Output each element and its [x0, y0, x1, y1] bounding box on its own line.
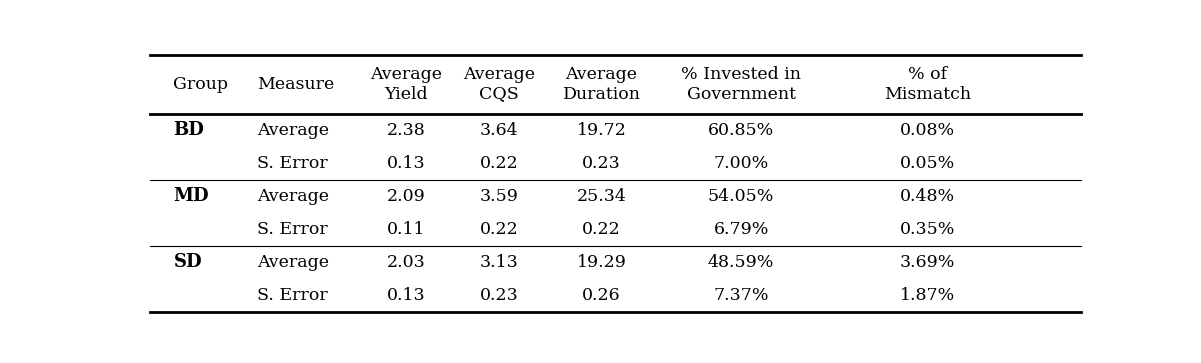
Text: S. Error: S. Error — [257, 221, 328, 238]
Text: BD: BD — [173, 121, 204, 139]
Text: 0.48%: 0.48% — [900, 188, 955, 205]
Text: 0.23: 0.23 — [582, 155, 621, 172]
Text: Average
Duration: Average Duration — [562, 66, 640, 103]
Text: 0.23: 0.23 — [479, 287, 519, 304]
Text: 3.69%: 3.69% — [900, 254, 955, 271]
Text: 0.13: 0.13 — [387, 287, 425, 304]
Text: 7.00%: 7.00% — [713, 155, 769, 172]
Text: % of
Mismatch: % of Mismatch — [884, 66, 970, 103]
Text: Average
Yield: Average Yield — [370, 66, 442, 103]
Text: 0.08%: 0.08% — [900, 122, 955, 139]
Text: 0.22: 0.22 — [479, 155, 519, 172]
Text: Average: Average — [257, 188, 329, 205]
Text: 2.38: 2.38 — [387, 122, 425, 139]
Text: MD: MD — [173, 187, 209, 205]
Text: 0.11: 0.11 — [387, 221, 425, 238]
Text: Average
CQS: Average CQS — [464, 66, 536, 103]
Text: S. Error: S. Error — [257, 155, 328, 172]
Text: 48.59%: 48.59% — [707, 254, 775, 271]
Text: SD: SD — [173, 253, 202, 272]
Text: 2.03: 2.03 — [387, 254, 425, 271]
Text: 6.79%: 6.79% — [713, 221, 769, 238]
Text: Measure: Measure — [257, 76, 334, 93]
Text: 0.22: 0.22 — [479, 221, 519, 238]
Text: % Invested in
Government: % Invested in Government — [681, 66, 801, 103]
Text: 60.85%: 60.85% — [709, 122, 775, 139]
Text: 54.05%: 54.05% — [707, 188, 775, 205]
Text: 19.29: 19.29 — [576, 254, 627, 271]
Text: Average: Average — [257, 122, 329, 139]
Text: 3.64: 3.64 — [480, 122, 519, 139]
Text: 0.05%: 0.05% — [900, 155, 955, 172]
Text: 0.22: 0.22 — [582, 221, 621, 238]
Text: 3.13: 3.13 — [479, 254, 519, 271]
Text: 1.87%: 1.87% — [900, 287, 955, 304]
Text: S. Error: S. Error — [257, 287, 328, 304]
Text: Average: Average — [257, 254, 329, 271]
Text: 7.37%: 7.37% — [713, 287, 769, 304]
Text: 0.13: 0.13 — [387, 155, 425, 172]
Text: 0.26: 0.26 — [582, 287, 621, 304]
Text: 3.59: 3.59 — [479, 188, 519, 205]
Text: 19.72: 19.72 — [576, 122, 627, 139]
Text: 2.09: 2.09 — [387, 188, 425, 205]
Text: 25.34: 25.34 — [576, 188, 627, 205]
Text: 0.35%: 0.35% — [900, 221, 955, 238]
Text: Group: Group — [173, 76, 228, 93]
